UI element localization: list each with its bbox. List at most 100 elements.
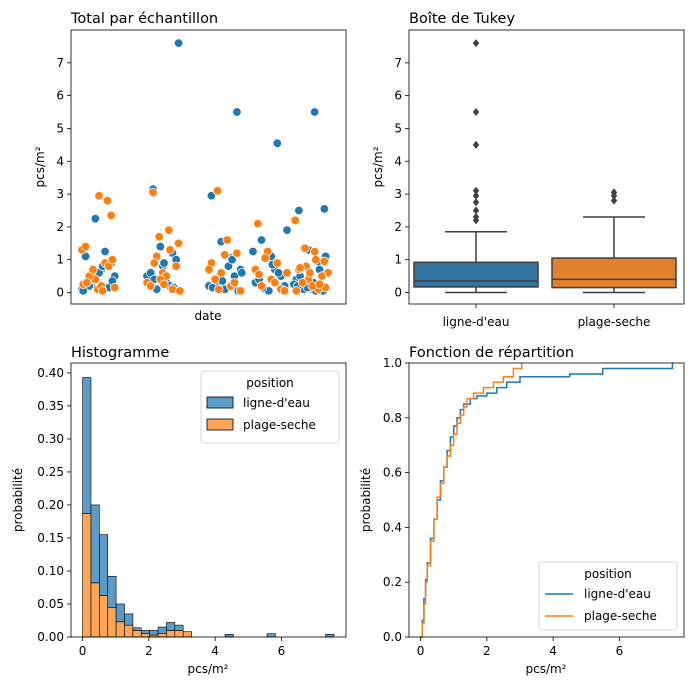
- scatter-point: [220, 250, 230, 260]
- scatter-point: [319, 204, 330, 214]
- histogram-legend-title: position: [246, 376, 294, 390]
- box-frame: [408, 29, 685, 305]
- scatter-point: [88, 264, 98, 275]
- ecdf-y-ticks: 0.0 0.2 0.4 0.6 0.8 1.0: [383, 356, 409, 644]
- scatter-y-tick-label: 7: [56, 56, 64, 70]
- scatter-point: [270, 277, 280, 288]
- histogram-bar-plage-seche: [124, 624, 134, 638]
- histogram-bar-ligne-deau: [174, 624, 184, 631]
- scatter-point: [154, 232, 164, 242]
- histogram-bar-plage-seche: [157, 633, 167, 638]
- scatter-point: [309, 107, 320, 117]
- scatter-point: [282, 225, 292, 235]
- histogram-bar-plage-seche: [166, 630, 176, 638]
- histogram-legend-box: [200, 370, 340, 444]
- scatter-point: [290, 215, 300, 226]
- histogram-bar-plage-seche: [99, 595, 109, 638]
- histogram-y-label: probabilité: [11, 468, 25, 532]
- scatter-title: Total par échantillon: [70, 11, 218, 27]
- ecdf-y-tick-label: 0.2: [383, 575, 402, 589]
- scatter-point: [311, 255, 321, 265]
- scatter-point: [291, 286, 302, 296]
- histogram-bar-plage-seche: [90, 582, 100, 638]
- histogram-panel: Histogramme 0.00 0.05 0.10 0.15 0.20 0.25 0.30…: [11, 345, 347, 676]
- box-marks: [413, 39, 677, 294]
- histogram-bar-ligne-deau: [149, 630, 159, 636]
- histogram-bar-ligne-deau: [124, 613, 134, 626]
- scatter-point: [107, 255, 118, 265]
- box-outlier: [472, 186, 480, 195]
- box-y-tick-label: 0: [394, 286, 402, 300]
- scatter-point: [216, 268, 226, 278]
- box-outlier: [472, 216, 480, 225]
- ecdf-x-label: pcs/m²: [525, 662, 566, 676]
- box-outlier: [472, 206, 480, 215]
- box-y-tick-label: 4: [394, 154, 402, 168]
- histogram-y-tick-label: 0.05: [37, 597, 64, 611]
- histogram-y-tick-label: 0.40: [37, 366, 64, 380]
- scatter-y-tick-label: 6: [56, 89, 64, 103]
- histogram-bar-plage-seche: [140, 633, 150, 638]
- histogram-x-tick-label: 6: [278, 644, 286, 658]
- ecdf-legend-title: position: [584, 567, 632, 581]
- scatter-point: [248, 246, 258, 257]
- histogram-y-tick-label: 0.15: [37, 531, 64, 545]
- scatter-y-tick-label: 5: [56, 121, 64, 135]
- ecdf-lines: [420, 363, 674, 638]
- box-outlier: [472, 191, 480, 200]
- histogram-legend-label-ligne-deau: ligne-d'eau: [243, 396, 310, 410]
- scatter-point: [210, 274, 220, 285]
- scatter-point: [90, 213, 101, 224]
- scatter-point: [232, 107, 242, 117]
- box-outlier: [472, 198, 480, 207]
- histogram-bar-ligne-deau: [157, 626, 167, 634]
- histogram-legend: position ligne-d'eau plage-seche: [200, 370, 340, 444]
- scatter-point: [232, 248, 242, 258]
- scatter-point: [171, 261, 181, 271]
- histogram-x-tick-label: 2: [145, 644, 153, 658]
- scatter-point: [256, 235, 267, 245]
- box-y-tick-label: 1: [394, 253, 402, 267]
- ecdf-x-tick-label: 2: [483, 644, 491, 658]
- box-x-tick-label: plage-seche: [578, 315, 651, 329]
- scatter-point: [256, 281, 267, 291]
- scatter-point: [80, 241, 91, 252]
- histogram-y-tick-label: 0.35: [37, 399, 64, 413]
- scatter-point: [300, 243, 310, 253]
- box-outlier: [472, 39, 480, 48]
- histogram-y-ticks: 0.00 0.05 0.10 0.15 0.20 0.25 0.30 0.35 0.40: [37, 366, 71, 644]
- histogram-legend-swatch-plage-seche: [206, 418, 234, 431]
- histogram-bar-plage-seche: [174, 630, 184, 638]
- scatter-point: [212, 186, 223, 196]
- box-outlier: [472, 140, 480, 149]
- histogram-title: Histogramme: [71, 345, 169, 361]
- scatter-point: [260, 253, 270, 263]
- histogram-bar-ligne-deau: [266, 633, 276, 638]
- ecdf-y-tick-label: 0.8: [383, 411, 402, 425]
- histogram-bar-plage-seche: [132, 630, 142, 638]
- scatter-point: [159, 258, 169, 268]
- scatter-point: [164, 225, 174, 235]
- scatter-point: [175, 286, 185, 296]
- scatter-point: [148, 187, 158, 198]
- scatter-point: [317, 271, 327, 281]
- ecdf-legend-label-plage-seche: plage-seche: [584, 609, 657, 623]
- scatter-y-tick-label: 0: [56, 286, 64, 300]
- scatter-point: [227, 255, 237, 265]
- histogram-bars: [82, 377, 335, 638]
- ecdf-x-tick-label: 0: [417, 644, 425, 658]
- ecdf-line-plage-seche: [420, 363, 523, 638]
- scatter-point: [282, 268, 292, 278]
- histogram-legend-swatch-ligne-deau: [206, 396, 234, 409]
- box-y-label: pcs/m²: [371, 146, 385, 187]
- box-title: Boîte de Tukey: [409, 11, 515, 27]
- scatter-point: [165, 245, 175, 255]
- scatter-point: [106, 210, 116, 221]
- scatter-x-label: date: [194, 309, 221, 323]
- box-y-tick-label: 5: [394, 121, 402, 135]
- histogram-y-tick-label: 0.00: [37, 630, 64, 644]
- ecdf-y-tick-label: 0.6: [383, 466, 402, 480]
- scatter-y-tick-label: 2: [56, 220, 64, 234]
- histogram-x-tick-label: 4: [211, 644, 219, 658]
